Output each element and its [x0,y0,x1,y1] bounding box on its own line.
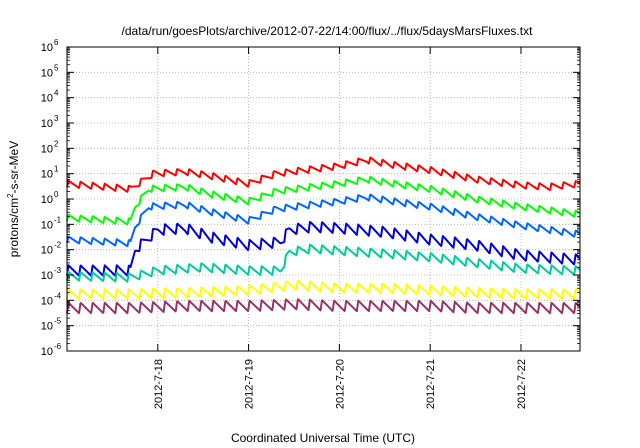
x-tick-label: 2012-7-21 [425,359,437,409]
series-group [66,156,581,315]
x-axis: 2012-7-18 2012-7-19 2012-7-20 2012-7-21 2012… [153,47,528,409]
series-line-3 [66,193,581,248]
y-tick-label-exponent: -5 [54,317,62,326]
y-axis-label-sup: 2 [6,193,15,198]
y-tick-label: 10 [41,143,53,155]
y-tick-label: 10 [41,270,53,282]
x-tick-label: 2012-7-20 [334,359,346,409]
x-axis-label: Coordinated Universal Time (UTC) [231,431,415,445]
chart-title: /data/run/goesPlots/archive/2012-07-22/1… [122,24,534,38]
y-tick-label: 10 [41,346,53,358]
y-tick-label: 10 [41,93,53,105]
y-tick-label-exponent: -4 [54,291,62,300]
y-tick-label-exponent: 0 [54,190,59,199]
y-tick-label: 10 [41,219,53,231]
y-tick-label: 10 [41,194,53,206]
y-axis-label-prefix: protons/cm [7,198,21,257]
y-tick-label-exponent: 4 [54,89,59,98]
series-line-5 [66,243,581,283]
y-tick-label: 10 [41,42,53,54]
y-tick-label: 10 [41,118,53,130]
y-tick-label-exponent: 5 [54,63,59,72]
y-axis-label-suffix: -s-sr-MeV [7,141,21,194]
y-tick-label-exponent: -2 [54,241,62,250]
x-tick-label: 2012-7-18 [153,359,165,409]
y-tick-label-exponent: -6 [54,342,62,351]
y-tick-label: 10 [41,67,53,79]
y-tick-label: 10 [41,245,53,257]
y-tick-label-exponent: 1 [54,165,59,174]
y-tick-label: 10 [41,321,53,333]
y-tick-label-exponent: 2 [54,139,59,148]
y-axis: 10 -610 -510 -410 -310 -210 -110 010 110 210 310 41… [41,38,580,358]
y-tick-label-exponent: -1 [54,215,62,224]
y-tick-label-exponent: 3 [54,114,59,123]
series-line-7 [66,298,581,315]
series-line-4 [66,220,581,277]
y-tick-label: 10 [41,295,53,307]
series-line-1 [66,156,581,193]
y-axis-label: protons/cm2-s-sr-MeV [6,141,21,257]
x-tick-label: 2012-7-22 [516,359,528,409]
y-tick-label-exponent: -3 [54,266,62,275]
series-line-6 [66,279,581,300]
series-line-2 [66,175,581,226]
y-tick-label-exponent: 6 [54,38,59,47]
y-tick-label: 10 [41,169,53,181]
x-tick-label: 2012-7-19 [244,359,256,409]
